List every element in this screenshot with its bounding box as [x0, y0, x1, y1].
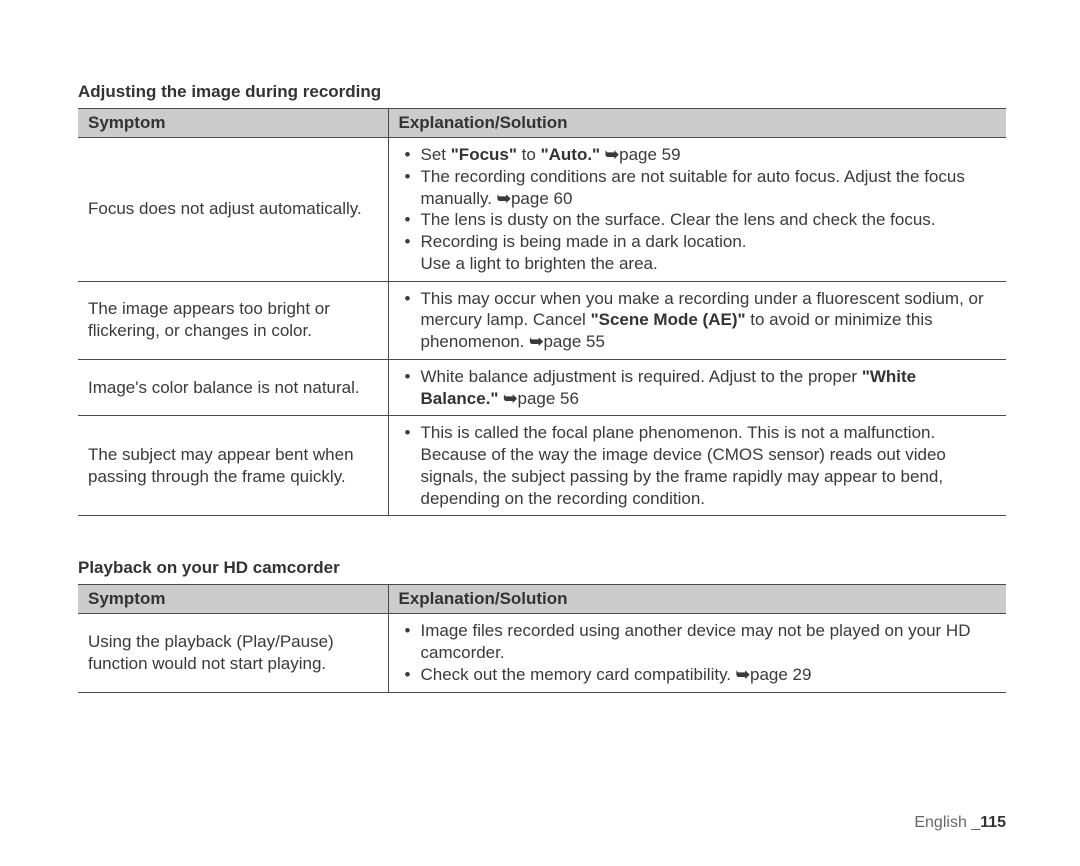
text: Check out the memory card compatibility. [421, 665, 736, 684]
list-item: This is called the focal plane phenomeno… [399, 422, 997, 509]
text: Recording is being made in a dark locati… [421, 232, 747, 251]
list-item: Set "Focus" to "Auto." ➥page 59 [399, 144, 997, 166]
section1-title: Adjusting the image during recording [78, 82, 1006, 102]
explanation-list: White balance adjustment is required. Ad… [399, 366, 997, 410]
footer-lang: English [914, 814, 971, 831]
col-header-symptom: Symptom [78, 585, 388, 614]
explanation-list: This may occur when you make a recording… [399, 288, 997, 353]
explanation-cell: White balance adjustment is required. Ad… [388, 359, 1006, 416]
text: The lens is dusty on the surface. Clear … [421, 210, 936, 229]
table-row: The subject may appear bent when passing… [78, 416, 1006, 516]
manual-page: Adjusting the image during recording Sym… [0, 0, 1080, 866]
symptom-cell: The subject may appear bent when passing… [78, 416, 388, 516]
bold-text: "Scene Mode (AE)" [591, 310, 746, 329]
footer-sep: _ [971, 814, 980, 831]
page-ref: page 60 [511, 189, 572, 208]
arrow-icon: ➥ [605, 145, 619, 164]
arrow-icon: ➥ [736, 665, 750, 684]
text: White balance adjustment is required. Ad… [421, 367, 862, 386]
explanation-cell: This is called the focal plane phenomeno… [388, 416, 1006, 516]
table-header-row: Symptom Explanation/Solution [78, 585, 1006, 614]
bold-text: "Auto." [541, 145, 601, 164]
explanation-list: This is called the focal plane phenomeno… [399, 422, 997, 509]
arrow-icon: ➥ [529, 332, 543, 351]
symptom-cell: Image's color balance is not natural. [78, 359, 388, 416]
col-header-symptom: Symptom [78, 109, 388, 138]
list-item: The recording conditions are not suitabl… [399, 166, 997, 210]
page-footer: English _115 [914, 814, 1006, 832]
section2-title: Playback on your HD camcorder [78, 558, 1006, 578]
continuation-line: Use a light to brighten the area. [399, 253, 997, 275]
list-item: Image files recorded using another devic… [399, 620, 997, 664]
page-ref: page 29 [750, 665, 811, 684]
table-row: The image appears too bright or flickeri… [78, 281, 1006, 359]
arrow-icon: ➥ [497, 189, 511, 208]
page-ref: page 55 [543, 332, 604, 351]
explanation-list: Image files recorded using another devic… [399, 620, 997, 685]
symptom-cell: Focus does not adjust automatically. [78, 138, 388, 282]
explanation-cell: This may occur when you make a recording… [388, 281, 1006, 359]
col-header-explanation: Explanation/Solution [388, 585, 1006, 614]
text: to [517, 145, 541, 164]
text: Set [421, 145, 451, 164]
page-number: 115 [980, 814, 1006, 831]
list-item: Check out the memory card compatibility.… [399, 664, 997, 686]
explanation-list: Set "Focus" to "Auto." ➥page 59 The reco… [399, 144, 997, 253]
text: Image files recorded using another devic… [421, 621, 971, 662]
table-row: Image's color balance is not natural. Wh… [78, 359, 1006, 416]
spacer [78, 516, 1006, 558]
section1-table: Symptom Explanation/Solution Focus does … [78, 108, 1006, 516]
symptom-cell: Using the playback (Play/Pause) function… [78, 614, 388, 692]
explanation-cell: Set "Focus" to "Auto." ➥page 59 The reco… [388, 138, 1006, 282]
list-item: White balance adjustment is required. Ad… [399, 366, 997, 410]
table-header-row: Symptom Explanation/Solution [78, 109, 1006, 138]
section2-table: Symptom Explanation/Solution Using the p… [78, 584, 1006, 692]
bold-text: "Focus" [451, 145, 517, 164]
list-item: This may occur when you make a recording… [399, 288, 997, 353]
col-header-explanation: Explanation/Solution [388, 109, 1006, 138]
table-row: Focus does not adjust automatically. Set… [78, 138, 1006, 282]
arrow-icon: ➥ [503, 389, 517, 408]
list-item: The lens is dusty on the surface. Clear … [399, 209, 997, 231]
table-row: Using the playback (Play/Pause) function… [78, 614, 1006, 692]
symptom-cell: The image appears too bright or flickeri… [78, 281, 388, 359]
page-ref: page 56 [517, 389, 578, 408]
list-item: Recording is being made in a dark locati… [399, 231, 997, 253]
explanation-cell: Image files recorded using another devic… [388, 614, 1006, 692]
text: This is called the focal plane phenomeno… [421, 423, 946, 507]
page-ref: page 59 [619, 145, 680, 164]
